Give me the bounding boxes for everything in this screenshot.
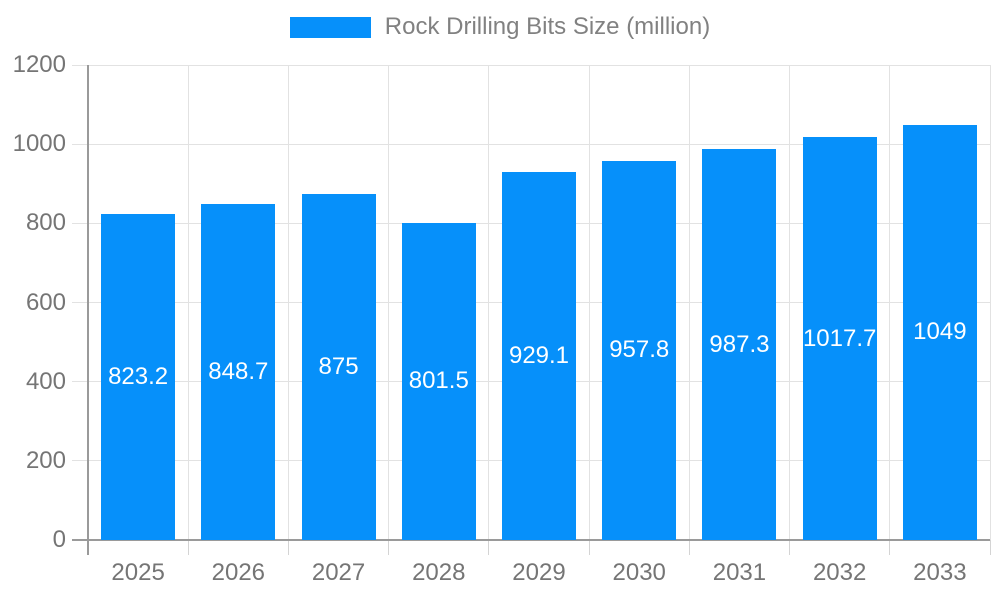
legend-label[interactable]: Rock Drilling Bits Size (million) (384, 13, 711, 40)
bar[interactable] (101, 214, 176, 540)
x-axis-tick (588, 540, 590, 555)
x-axis-tick-label: 2027 (311, 559, 366, 586)
x-gridline (388, 65, 390, 540)
x-axis-tick-label: 2033 (913, 559, 967, 586)
y-gridline (72, 143, 990, 145)
bar[interactable] (602, 160, 677, 540)
y-axis-tick-label: 1200 (12, 51, 66, 78)
y-axis-tick-label: 0 (52, 526, 66, 553)
x-axis-tick-label: 2026 (211, 559, 266, 586)
legend-swatch[interactable] (289, 16, 371, 38)
x-axis-tick-label: 2029 (512, 559, 566, 586)
y-axis-line (87, 65, 89, 555)
x-gridline (989, 65, 991, 540)
x-gridline (488, 65, 490, 540)
bar[interactable] (301, 193, 376, 540)
x-axis-tick (889, 540, 891, 555)
y-axis-tick-label: 200 (25, 446, 66, 474)
bar-value-label: 848.7 (208, 358, 269, 386)
bar-value-label: 987.3 (709, 330, 770, 358)
bar[interactable] (201, 204, 276, 540)
y-gridline (72, 64, 990, 66)
x-axis-tick (688, 540, 690, 555)
x-axis-tick (488, 540, 490, 555)
x-axis-tick-label: 2031 (712, 559, 767, 586)
x-gridline (688, 65, 690, 540)
bar-value-label: 875 (318, 352, 359, 380)
x-axis-tick (789, 540, 791, 555)
x-axis-tick (287, 540, 289, 555)
x-axis-tick-label: 2030 (612, 559, 666, 586)
bar[interactable] (401, 222, 476, 540)
x-axis-tick-label: 2032 (812, 559, 867, 586)
x-axis-tick-label: 2025 (111, 559, 165, 586)
x-axis-tick (187, 540, 189, 555)
y-axis-tick-label: 1000 (12, 130, 66, 158)
bar-value-label: 823.2 (108, 363, 169, 391)
x-axis-tick (388, 540, 390, 555)
y-axis-tick-label: 400 (25, 367, 66, 395)
bar-value-label: 1017.7 (802, 324, 877, 352)
x-axis-line (72, 539, 990, 541)
y-axis-tick-label: 800 (25, 209, 66, 237)
bar[interactable] (802, 137, 877, 540)
x-axis-tick-label: 2028 (412, 559, 466, 586)
bar-value-label: 801.5 (408, 367, 469, 395)
x-axis-tick (989, 540, 991, 555)
x-gridline (889, 65, 891, 540)
x-gridline (789, 65, 791, 540)
x-gridline (287, 65, 289, 540)
bar[interactable] (702, 149, 777, 540)
x-gridline (187, 65, 189, 540)
y-axis-tick-label: 600 (25, 288, 66, 316)
chart-legend[interactable]: Rock Drilling Bits Size (million) (0, 13, 1000, 41)
bar-value-label: 1049 (913, 318, 967, 346)
bar[interactable] (502, 172, 576, 540)
bar-value-label: 929.1 (508, 342, 570, 370)
bar[interactable] (902, 124, 977, 540)
bar-value-label: 957.8 (609, 336, 670, 364)
x-gridline (588, 65, 590, 540)
